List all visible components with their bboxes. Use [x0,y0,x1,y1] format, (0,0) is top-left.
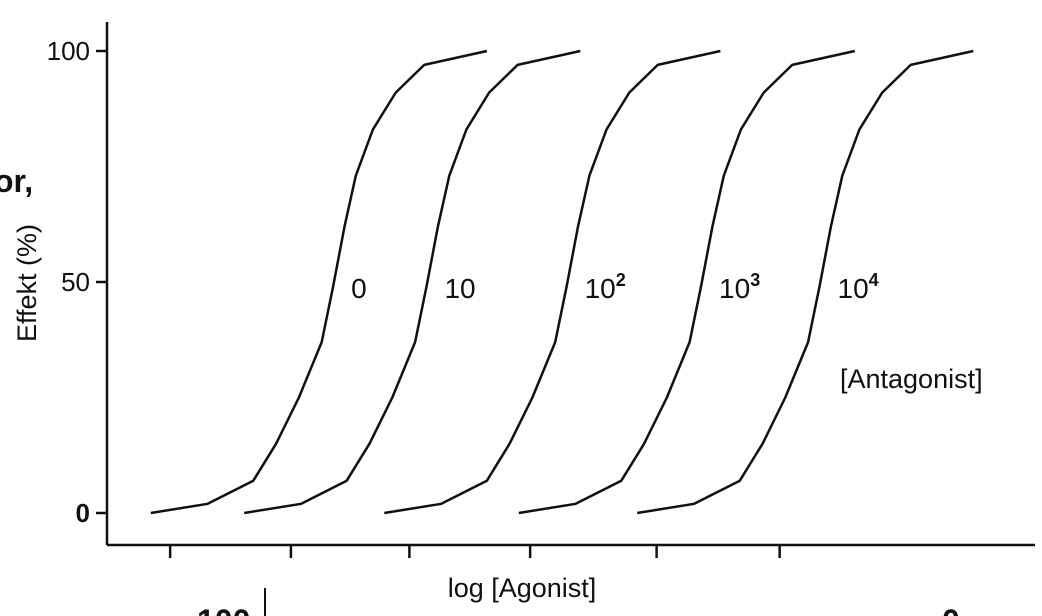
series-line-1 [150,49,488,515]
left-fragment-text: or, [0,163,33,199]
series-label-3: 102 [585,270,626,304]
series-label-base: 10 [719,273,750,304]
series-line-2 [244,49,581,515]
series-label-1: 0 [351,273,367,304]
series-label-base: 10 [838,273,869,304]
annotation-label: [Antagonist] [840,364,983,394]
series-label-4: 103 [719,270,760,304]
y-ticks: 0 50 100 [47,36,107,528]
series-label-base: 10 [585,273,616,304]
series-label-exponent: 3 [750,270,760,290]
series-label-exponent: 4 [869,270,879,290]
y-tick-label: 50 [61,267,90,297]
x-ticks [168,545,781,558]
series-label-base: 10 [444,273,475,304]
x-axis-title: log [Agonist] [448,573,597,603]
series-group [150,49,974,515]
series-line-5 [637,49,974,515]
series-label-2: 10 [444,273,475,304]
y-tick-label: 100 [47,36,90,66]
series-label-base: 0 [351,273,367,304]
bottom-right-fragment-text: 0 [942,603,960,616]
series-labels: 0 10 102 103 104 [351,270,879,304]
bottom-left-fragment-text: 100 [197,603,250,616]
y-tick-label: 0 [76,498,90,528]
series-label-exponent: 2 [616,270,626,290]
series-label-5: 104 [838,270,879,304]
y-axis-title: Effekt (%) [12,224,42,342]
series-line-3 [384,49,721,515]
axes [105,22,1035,547]
series-line-4 [518,49,856,515]
